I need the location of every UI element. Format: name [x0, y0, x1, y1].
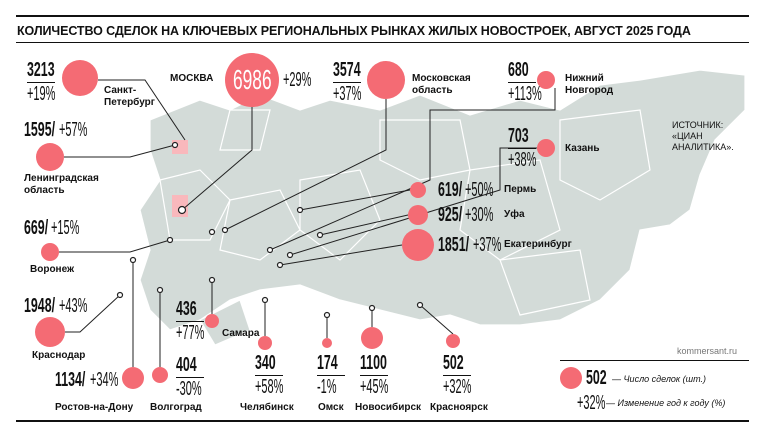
region-name: Самара — [222, 328, 260, 339]
divider — [508, 148, 536, 149]
deals-count: 1851/ — [438, 234, 470, 256]
divider — [255, 375, 283, 376]
region-name: Волгоград — [150, 402, 202, 413]
deals-count: 1100 — [360, 352, 387, 374]
deals-count: 703 — [508, 125, 529, 147]
change-pct: +38% — [508, 149, 537, 171]
region-name: Омск — [318, 402, 344, 413]
deals-count: 925/ — [438, 204, 463, 226]
change-pct: +37% — [473, 234, 502, 256]
region-bubble — [537, 71, 555, 89]
bottom-rule — [16, 420, 749, 422]
region-bubble — [35, 317, 65, 347]
divider — [176, 321, 204, 322]
region-name: Пермь — [504, 184, 537, 195]
region-name: Ленинградская область — [24, 173, 99, 196]
change-pct: +45% — [360, 376, 389, 398]
change-pct: +15% — [51, 217, 80, 239]
region-name: Московская область — [412, 73, 471, 96]
change-pct: +77% — [176, 322, 205, 344]
map-regions — [139, 69, 746, 346]
region-bubble — [537, 139, 555, 157]
region-bubble — [36, 143, 64, 171]
region-bubble — [408, 205, 428, 225]
city-markers — [116, 141, 424, 319]
change-pct: +37% — [333, 83, 362, 105]
deals-count: 1948/ — [24, 295, 56, 317]
page-title: КОЛИЧЕСТВО СДЕЛОК НА КЛЮЧЕВЫХ РЕГИОНАЛЬН… — [17, 24, 691, 38]
change-pct: +32% — [443, 376, 472, 398]
deals-count: 3574 — [333, 59, 361, 81]
legend-deals-example: 502 — [586, 367, 607, 389]
change-pct: +113% — [508, 83, 542, 105]
region-name: Ростов-на-Дону — [55, 402, 134, 413]
region-name: Красноярск — [430, 402, 488, 413]
region-bubble — [225, 53, 279, 107]
change-pct: +57% — [59, 119, 88, 141]
site-credit: kommersant.ru — [677, 346, 738, 356]
region-name: Воронеж — [30, 264, 75, 275]
change-pct: +19% — [27, 83, 56, 105]
divider — [443, 375, 471, 376]
divider — [360, 375, 388, 376]
legend-rule — [560, 360, 749, 361]
deals-count: 502 — [443, 352, 464, 374]
region-name: Краснодар — [32, 350, 86, 361]
divider — [508, 82, 536, 83]
region-name: Новосибирск — [355, 402, 422, 413]
region-bubble — [62, 60, 98, 96]
deals-count: 680 — [508, 59, 529, 81]
change-pct: -30% — [176, 378, 202, 400]
region-bubble — [258, 336, 272, 350]
deals-count: 436 — [176, 298, 197, 320]
legend-change-label: — Изменение год к году (%) — [606, 398, 726, 408]
region-bubble — [446, 334, 460, 348]
legend-bubble — [560, 367, 582, 389]
region-bubble — [361, 327, 383, 349]
top-rule — [16, 15, 749, 17]
region-name: МОСКВА — [170, 73, 214, 84]
divider — [176, 377, 204, 378]
change-pct: +58% — [255, 376, 284, 398]
divider — [333, 82, 361, 83]
title-rule — [16, 42, 749, 43]
region-bubble — [322, 338, 332, 348]
change-pct: +50% — [465, 179, 494, 201]
region-name: Нижний Новгород — [565, 73, 614, 96]
deals-count: 619/ — [438, 179, 463, 201]
region-bubble — [402, 229, 434, 261]
region-bubble — [367, 61, 405, 99]
deals-count: 404 — [176, 354, 197, 376]
moscow-region-highlight — [172, 195, 188, 217]
change-pct: +29% — [283, 69, 312, 91]
region-name: Челябинск — [240, 402, 294, 413]
legend-deals-label: — Число сделок (шт.) — [612, 374, 707, 384]
deals-count: 669/ — [24, 217, 49, 239]
deals-count: 174 — [317, 352, 338, 374]
change-pct: +30% — [465, 204, 494, 226]
change-pct: +34% — [90, 369, 119, 391]
region-bubble — [152, 367, 168, 383]
region-bubble — [41, 243, 59, 261]
legend-change-example: +32% — [577, 392, 606, 414]
change-pct: +43% — [59, 295, 88, 317]
source-note: ИСТОЧНИК: «ЦИАН АНАЛИТИКА». — [672, 120, 734, 152]
deals-count: 1134/ — [55, 369, 86, 391]
region-name: Екатеринбург — [504, 239, 572, 250]
region-bubble — [122, 367, 144, 389]
deals-count: 3213 — [27, 59, 55, 81]
region-bubble — [410, 182, 426, 198]
region-name: Санкт-Петербург — [104, 85, 155, 108]
region-name: Казань — [565, 143, 600, 154]
deals-count: 340 — [255, 352, 276, 374]
deals-count: 1595/ — [24, 119, 56, 141]
region-name: Уфа — [504, 209, 525, 220]
change-pct: -1% — [317, 376, 337, 398]
deals-count: 6986 — [233, 64, 272, 95]
divider — [27, 82, 55, 83]
region-bubble — [205, 314, 219, 328]
divider — [317, 375, 345, 376]
